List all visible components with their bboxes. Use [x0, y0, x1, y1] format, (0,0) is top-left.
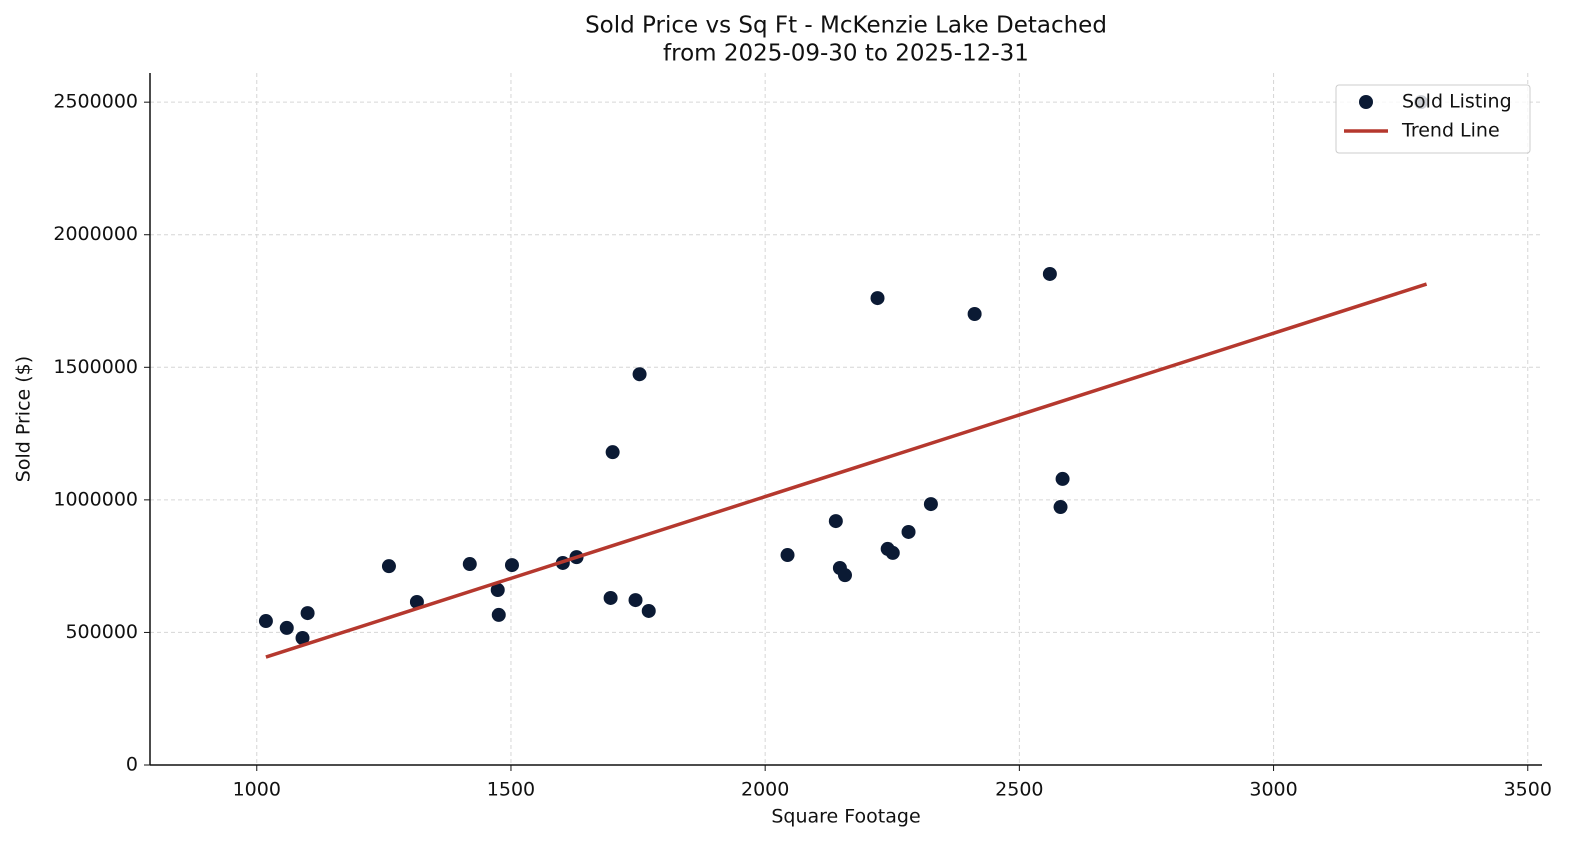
trend-line [265, 282, 1428, 659]
y-tick-label: 500000 [65, 621, 138, 643]
data-point [837, 568, 852, 583]
legend-label: Trend Line [1401, 120, 1500, 142]
legend-marker [1359, 95, 1373, 109]
data-point [381, 559, 396, 574]
x-tick-label: 2000 [741, 779, 789, 801]
chart-title: Sold Price vs Sq Ft - McKenzie Lake Deta… [585, 13, 1107, 39]
data-point [870, 291, 885, 306]
data-point [967, 307, 982, 322]
data-point [885, 545, 900, 560]
data-point [628, 593, 643, 608]
data-point [605, 445, 620, 460]
data-point [901, 524, 916, 539]
data-point [923, 497, 938, 512]
x-tick-label: 1000 [233, 779, 281, 801]
data-point [300, 606, 315, 621]
data-point [641, 603, 656, 618]
legend: Sold Listing Trend Line [1335, 84, 1531, 154]
grid: 1000 1500 2000 2500 3000 3500 0 500000 1000000 15… [53, 73, 1552, 801]
chart-subtitle: from 2025-09-30 to 2025-12-31 [663, 41, 1029, 67]
x-tick-label: 2500 [995, 779, 1043, 801]
x-tick-label: 1500 [487, 779, 535, 801]
data-point [409, 594, 424, 609]
x-tick-label: 3000 [1249, 779, 1297, 801]
y-tick-label: 1500000 [53, 356, 138, 378]
data-point [828, 514, 843, 529]
legend-label: Sold Listing [1402, 91, 1512, 113]
y-axis-label: Sold Price ($) [13, 356, 35, 482]
y-tick-label: 0 [126, 754, 138, 776]
data-point [632, 367, 647, 382]
legend-box [1335, 84, 1531, 154]
data-point [603, 590, 618, 605]
data-point [295, 631, 310, 646]
y-tick-label: 2500000 [53, 91, 138, 113]
plot [258, 95, 1429, 659]
data-point [462, 557, 477, 572]
data-point [1053, 500, 1068, 515]
data-point [780, 548, 795, 563]
x-axis-label: Square Footage [771, 806, 920, 828]
y-tick-label: 2000000 [53, 223, 138, 245]
data-point [258, 614, 273, 629]
y-tick-label: 1000000 [53, 488, 138, 510]
data-point [490, 583, 505, 598]
x-tick-label: 3500 [1504, 779, 1552, 801]
data-point [1055, 471, 1070, 486]
data-point [491, 607, 506, 622]
data-point [504, 558, 519, 573]
data-point [279, 620, 294, 635]
data-point [1042, 266, 1057, 281]
